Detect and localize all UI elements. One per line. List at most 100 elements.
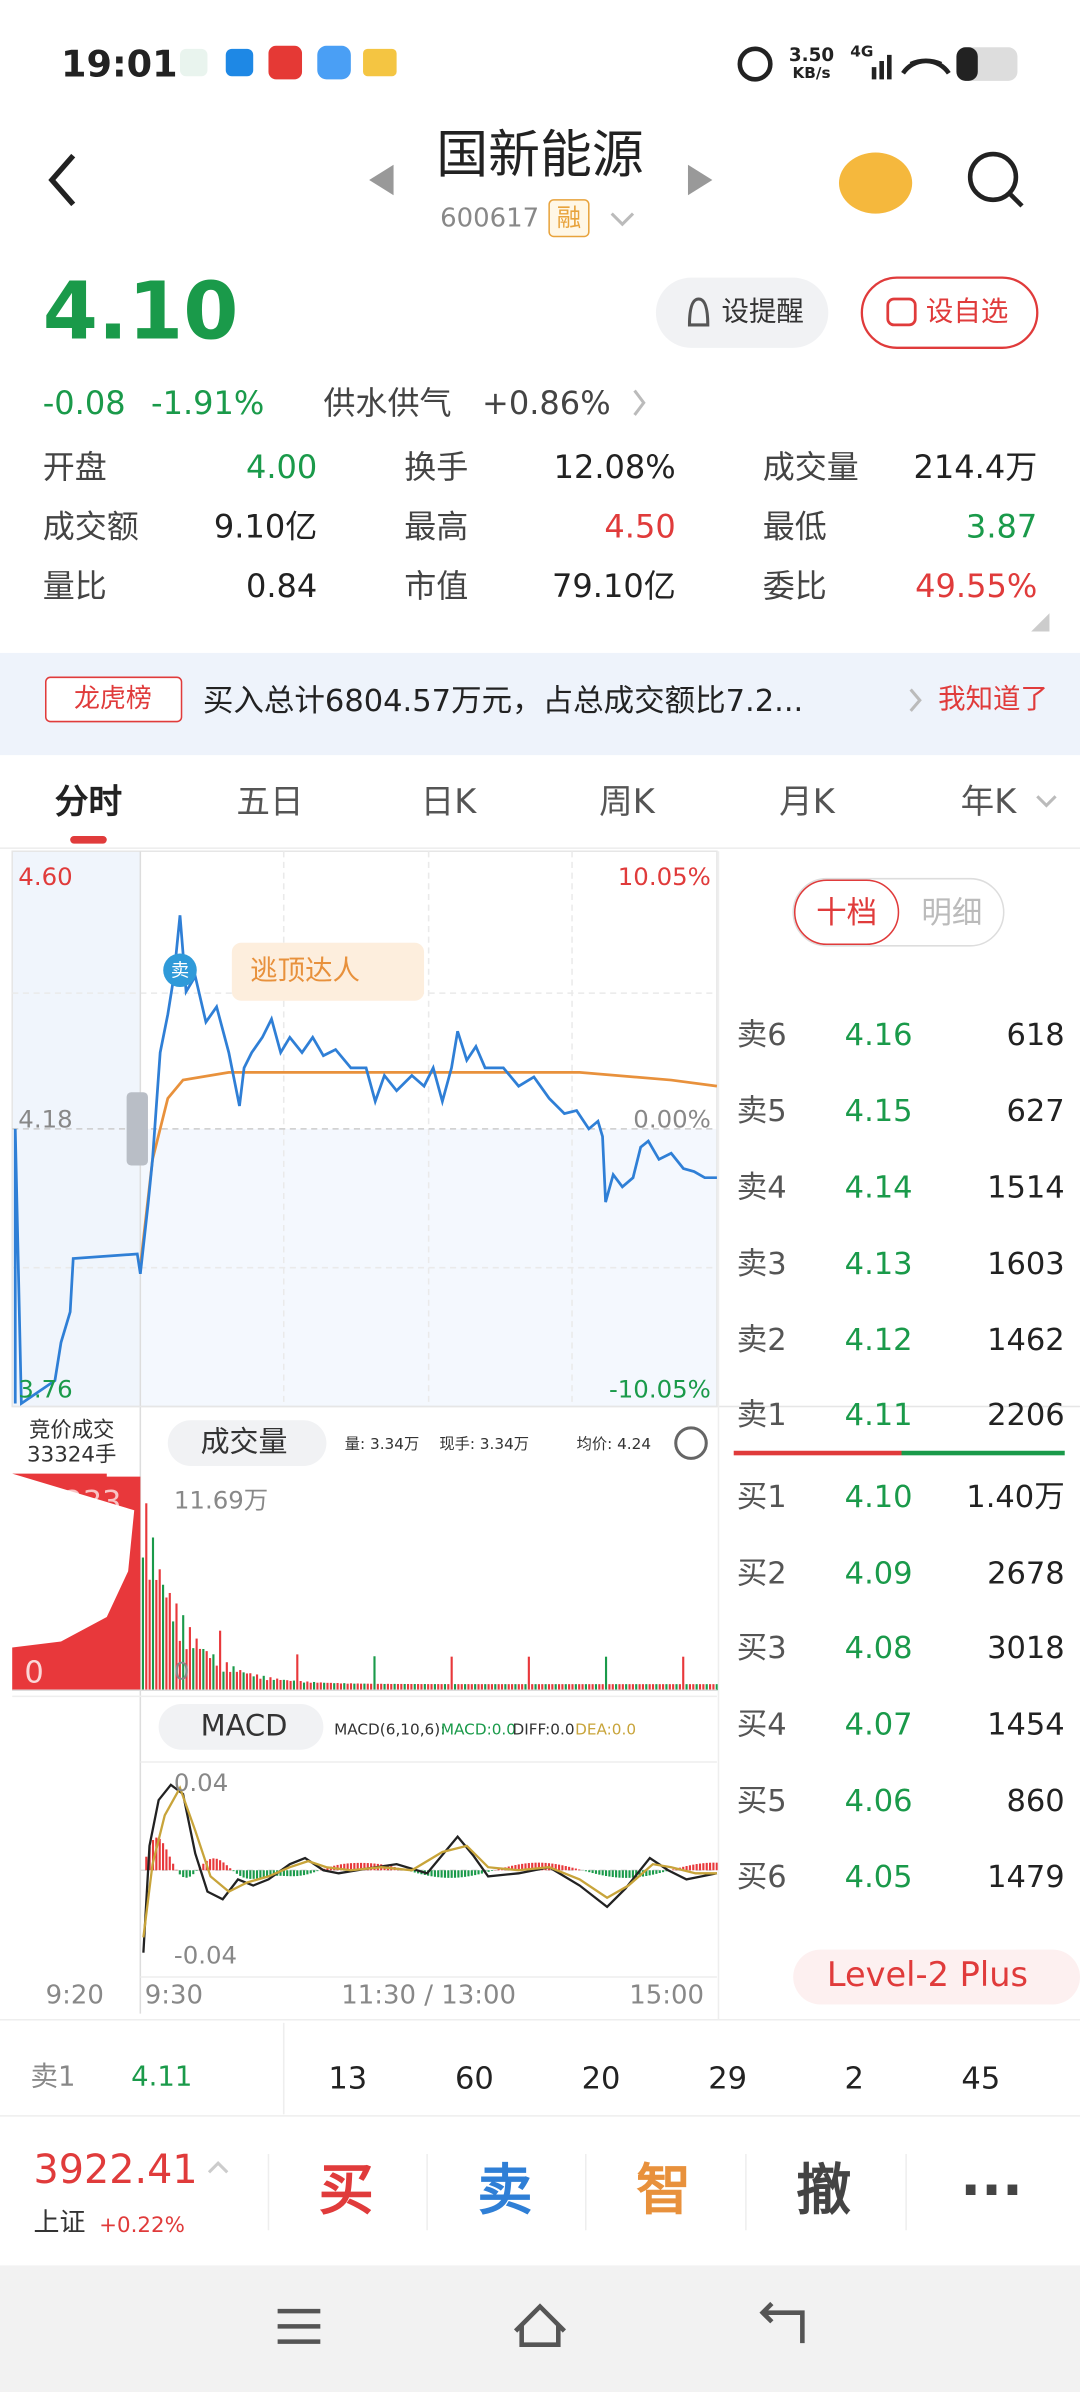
volume-bar: [467, 1684, 470, 1691]
tab[interactable]: 年K: [960, 784, 1017, 823]
toggle-option[interactable]: 十档: [816, 893, 878, 931]
macd-bar: [554, 1864, 557, 1871]
trade-action[interactable]: ···: [960, 2160, 1023, 2223]
macd-bar: [339, 1864, 342, 1871]
macd-bar: [682, 1866, 685, 1871]
macd-bar: [695, 1864, 698, 1871]
menu-button[interactable]: [277, 2308, 321, 2344]
indicator-select[interactable]: [158, 1703, 324, 1750]
book-price: 4.11: [844, 1395, 913, 1433]
tab[interactable]: 分时: [54, 784, 123, 823]
book-level: 卖3: [736, 1244, 787, 1282]
search-button[interactable]: [967, 151, 1019, 203]
watchlist-button-label[interactable]: 设自选: [925, 295, 1009, 328]
volume-bar: [440, 1684, 443, 1691]
banner-dismiss[interactable]: 我知道了: [938, 683, 1048, 716]
wifi-icon: [901, 58, 951, 75]
collapse-handle[interactable]: [126, 1092, 148, 1166]
macd-bar: [269, 1870, 272, 1877]
macd-bar: [662, 1870, 665, 1873]
stat-value: 0.84: [245, 568, 318, 605]
price-line: [13, 915, 717, 1407]
pct-axis-label: -10.05%: [608, 1374, 711, 1404]
alert-button-label[interactable]: 设提醒: [721, 295, 804, 328]
macd-bar: [551, 1863, 554, 1871]
macd-bar: [296, 1870, 299, 1877]
indicator-name[interactable]: MACD: [200, 1709, 288, 1743]
mascot[interactable]: [838, 152, 913, 214]
next-stock[interactable]: [687, 164, 713, 196]
macd-bar: [497, 1869, 500, 1871]
macd-bar: [212, 1858, 215, 1871]
volume-bar: [618, 1684, 621, 1691]
back-nav-button[interactable]: [759, 2301, 805, 2344]
toggle-option[interactable]: 明细: [921, 893, 983, 931]
volume-bar: [484, 1684, 487, 1691]
alert-button[interactable]: [655, 277, 829, 348]
price-axis-label: 4.18: [18, 1104, 73, 1134]
settings-icon[interactable]: [674, 1426, 708, 1460]
sell-marker-text: 卖: [170, 959, 190, 981]
tab-indicator: [70, 835, 107, 844]
tab[interactable]: 月K: [779, 784, 835, 823]
volume-bar: [336, 1682, 339, 1691]
action-dividers: [267, 2154, 907, 2231]
volume-bar: [554, 1684, 557, 1691]
macd-frame: [140, 1761, 717, 1978]
volume-bar: [215, 1665, 218, 1691]
macd-bar: [185, 1870, 188, 1878]
volume-bar: [521, 1684, 524, 1691]
index-value[interactable]: 3922.41: [33, 2147, 198, 2194]
volume-bar: [511, 1684, 514, 1691]
volume-bar: [423, 1684, 426, 1691]
volume-bar: [460, 1684, 463, 1691]
tab[interactable]: 五日: [236, 784, 304, 823]
macd-bar: [594, 1870, 598, 1874]
sector-name[interactable]: 供水供气: [323, 385, 452, 422]
level2-label[interactable]: Level-2 Plus: [826, 1957, 1028, 1996]
trade-action[interactable]: 智: [636, 2160, 692, 2223]
macd-bar: [326, 1867, 329, 1871]
price-change: -0.08: [42, 385, 126, 422]
prev-stock[interactable]: [369, 164, 394, 196]
toggle-active[interactable]: [793, 879, 900, 946]
book-volume: 1603: [987, 1244, 1065, 1282]
dropdown-icon[interactable]: [610, 212, 635, 227]
volume-bar: [534, 1684, 537, 1691]
indicator-select[interactable]: [167, 1420, 327, 1467]
stat-value: 49.55%: [915, 568, 1038, 605]
auction-volume: [12, 1473, 141, 1691]
watchlist-button[interactable]: [860, 276, 1039, 349]
volume-bar: [313, 1681, 316, 1691]
back-button[interactable]: [48, 153, 76, 207]
volume-bar: [544, 1684, 547, 1691]
stat-value: 4.00: [245, 449, 318, 486]
macd-bar: [625, 1870, 628, 1878]
macd-bar: [638, 1870, 641, 1878]
volume-bar: [571, 1684, 574, 1691]
volume-bar: [259, 1678, 262, 1691]
macd-bar: [578, 1869, 581, 1871]
indicator-name[interactable]: 成交量: [200, 1425, 288, 1460]
tab[interactable]: 日K: [420, 784, 477, 823]
level2-button[interactable]: [793, 1949, 1080, 2005]
trade-action[interactable]: 撤: [796, 2160, 852, 2223]
trade-action[interactable]: 卖: [477, 2160, 533, 2223]
macd-bar: [588, 1870, 591, 1873]
volume-bar: [168, 1592, 171, 1691]
chevron: [909, 688, 922, 712]
macd-info: MACD:0.0: [440, 1722, 516, 1740]
volume-bar: [477, 1684, 480, 1691]
trade-action[interactable]: 买: [318, 2160, 374, 2223]
stat-label: 成交量: [762, 449, 859, 486]
volume-bar: [245, 1673, 249, 1691]
volume-bar: [527, 1656, 530, 1691]
chevron: [633, 389, 646, 416]
volume-bar: [561, 1684, 564, 1691]
alarm-icon: [737, 46, 773, 82]
tab[interactable]: 周K: [599, 784, 655, 823]
volume-bar: [504, 1684, 507, 1691]
volume-bar: [672, 1684, 675, 1691]
macd-bar: [353, 1862, 356, 1871]
home-button[interactable]: [513, 2303, 567, 2347]
